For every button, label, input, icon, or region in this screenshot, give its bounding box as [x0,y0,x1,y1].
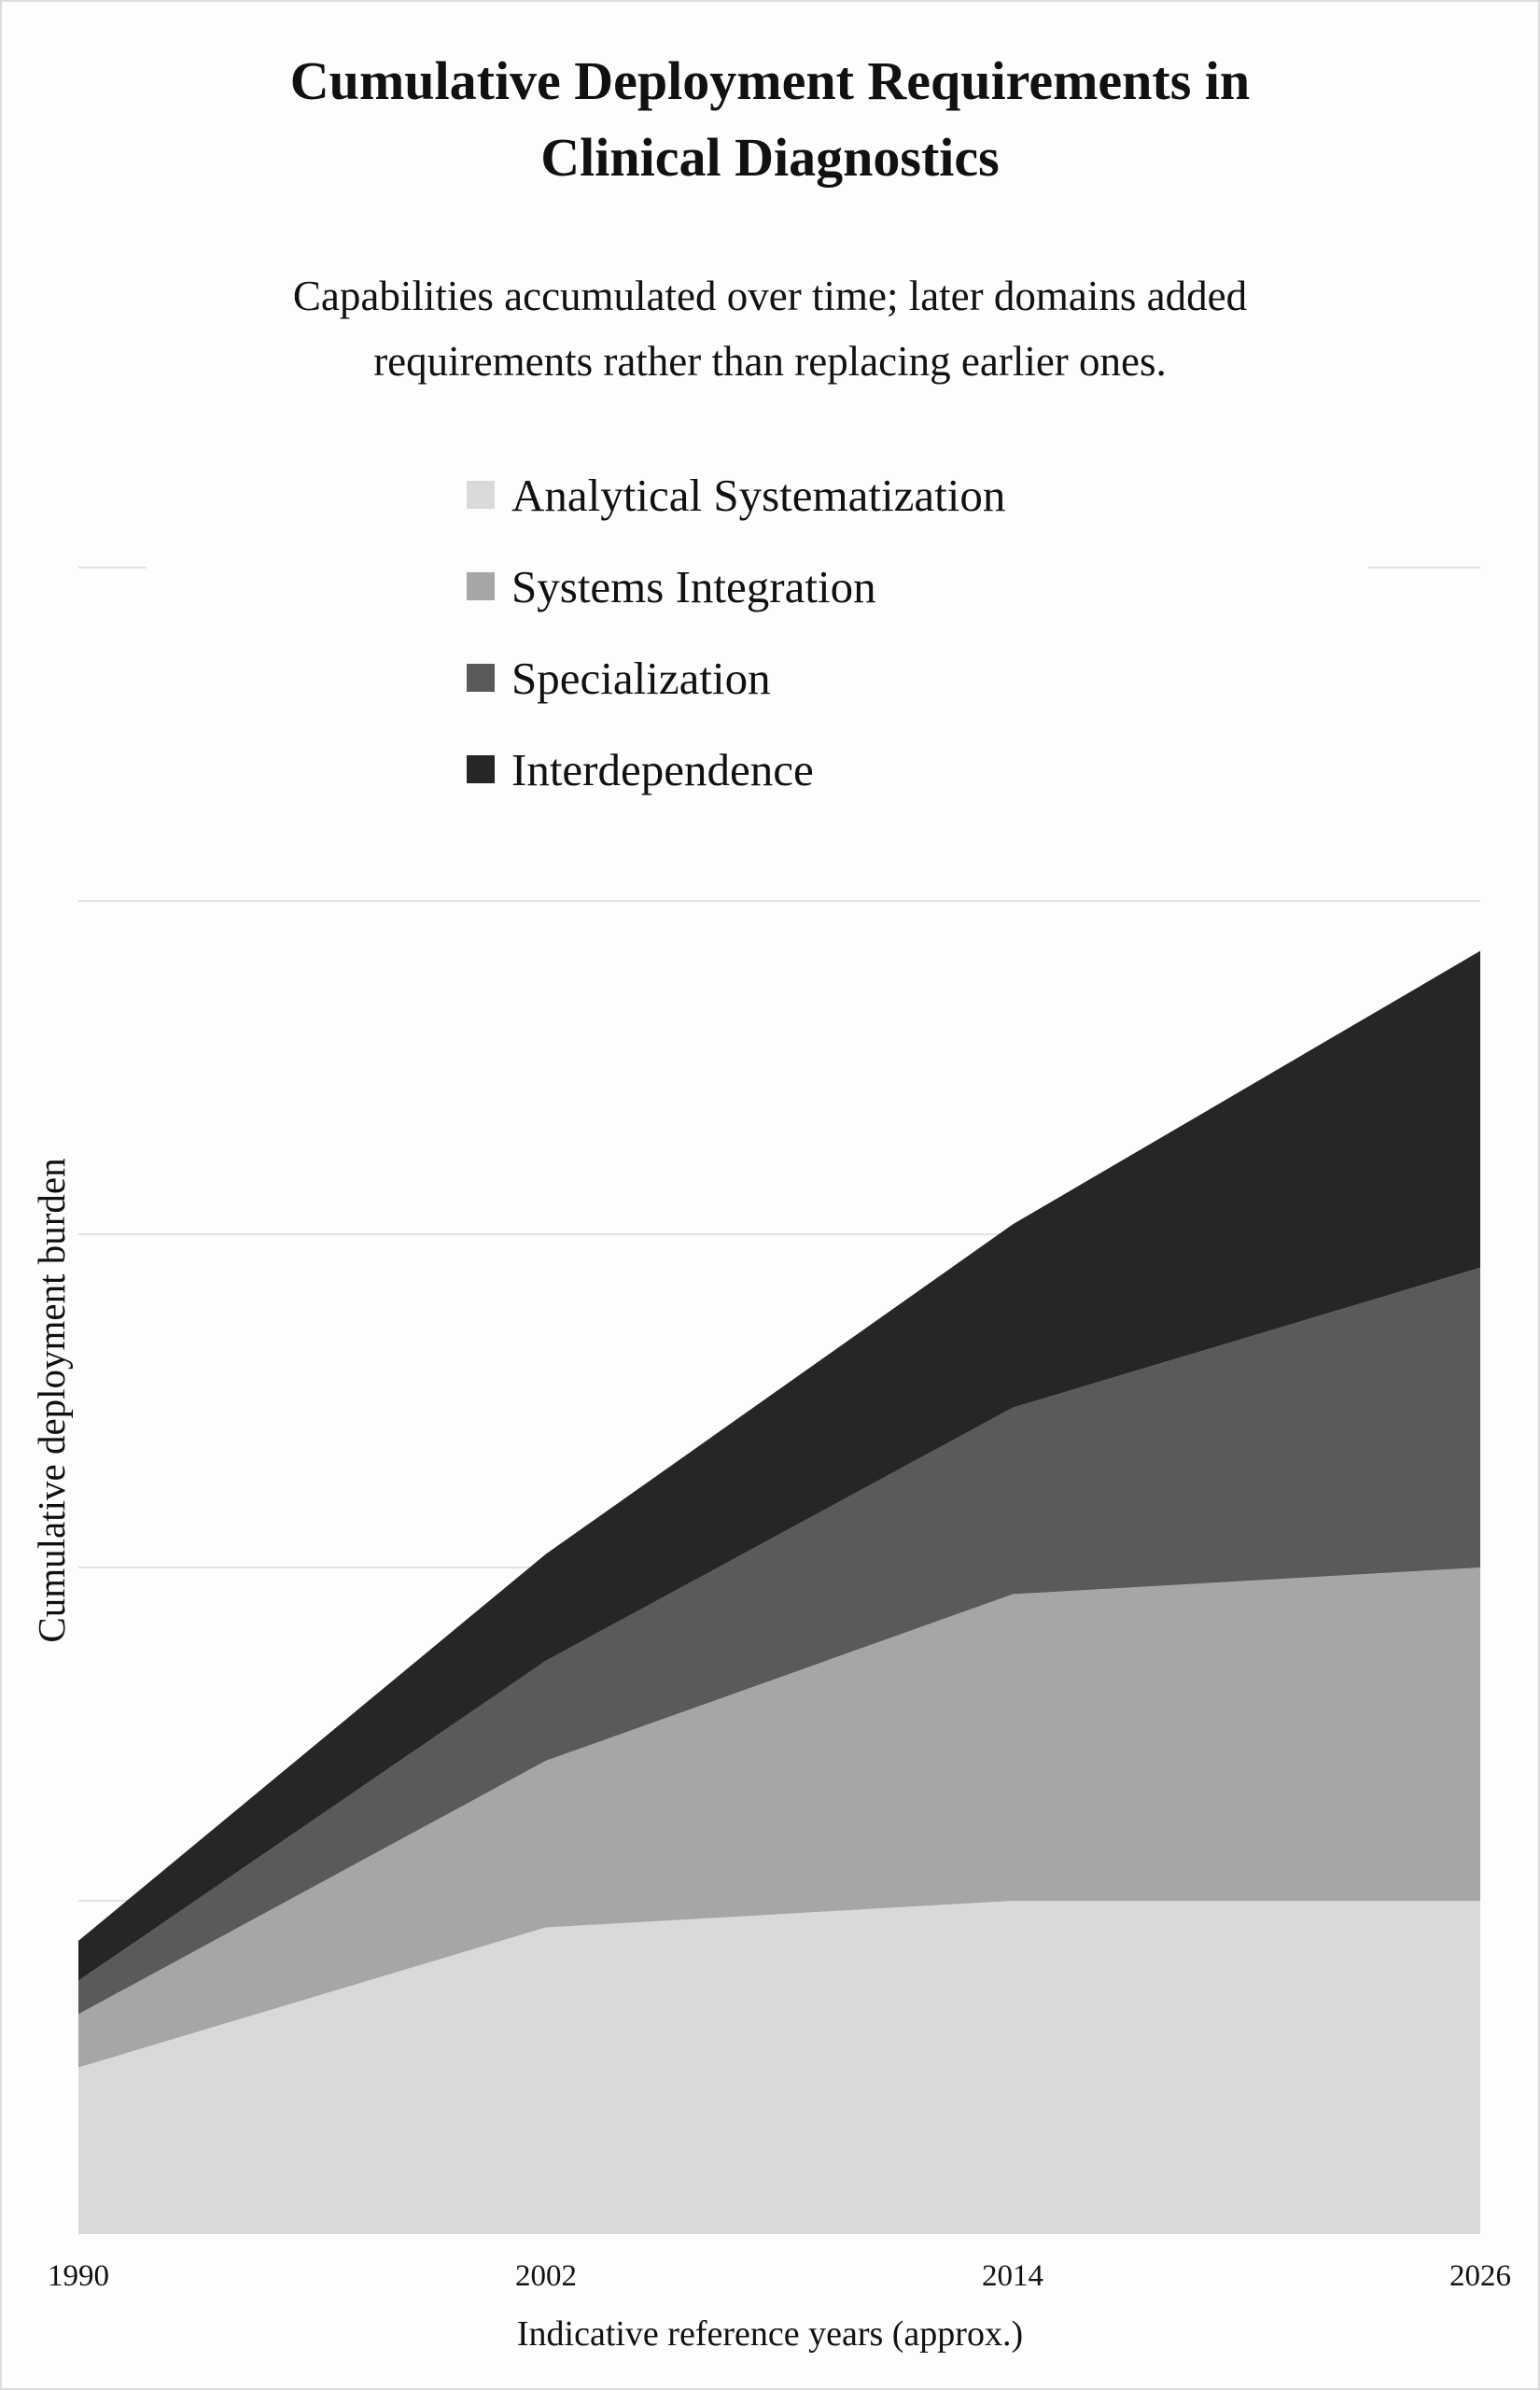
legend-label: Specialization [511,652,771,704]
area-analytical-systematization [78,1901,1480,2234]
legend-item-analytical-systematization: Analytical Systematization [467,467,1005,523]
legend-label: Interdependence [511,743,814,795]
legend-item-interdependence: Interdependence [467,741,814,797]
stacked-areas [78,950,1480,2234]
x-tick-label: 2026 [1449,2259,1511,2293]
legend-swatch-icon [467,481,495,509]
x-tick-label: 1990 [48,2259,109,2293]
chart-subtitle: Capabilities accumulated over time; late… [0,263,1540,394]
chart-subtitle-line-1: Capabilities accumulated over time; late… [292,273,1248,319]
area-interdependence [78,950,1480,1981]
chart-title: Cumulative Deployment Requirements in Cl… [0,43,1540,196]
legend-item-specialization: Specialization [467,650,771,706]
legend-swatch-icon [467,755,495,783]
x-tick-label: 2002 [515,2259,577,2293]
legend-label: Analytical Systematization [511,469,1006,521]
area-specialization [78,1267,1480,2015]
legend-swatch-icon [467,572,495,600]
legend-swatch-icon [467,664,495,692]
legend-item-systems-integration: Systems Integration [467,558,876,614]
chart-title-line-2: Clinical Diagnostics [540,127,1000,188]
chart-title-line-1: Cumulative Deployment Requirements in [289,50,1251,111]
x-axis-label: Indicative reference years (approx.) [516,2314,1024,2354]
area-systems-integration [78,1568,1480,2068]
legend: Analytical Systematization Systems Integ… [147,457,1368,812]
x-tick-label: 2014 [982,2259,1043,2293]
y-axis-label: Cumulative deployment burden [30,1158,73,1643]
chart-subtitle-line-2: requirements rather than replacing earli… [373,338,1167,385]
legend-label: Systems Integration [511,560,876,612]
